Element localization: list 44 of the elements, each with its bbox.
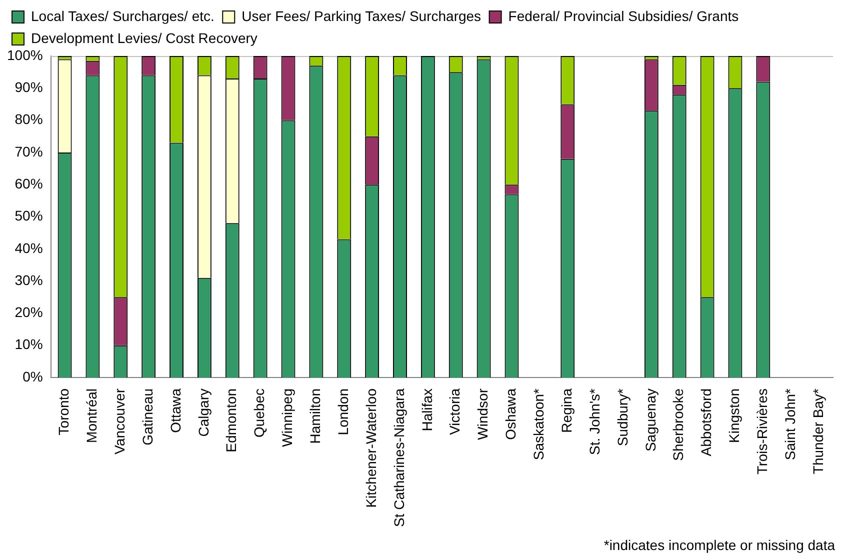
- x-tick-label: Calgary: [195, 388, 212, 437]
- y-tick-label: 0%: [22, 368, 43, 384]
- x-tick-label: Regina: [558, 388, 574, 433]
- x-tick-label: Abbotsford: [698, 388, 714, 456]
- x-tick-label: Hamilton: [307, 388, 324, 444]
- x-tick-label: Winnipeg: [279, 388, 296, 447]
- x-tick-label: Kitchener-Waterloo: [362, 388, 379, 508]
- x-tick-label: Oshawa: [502, 388, 519, 440]
- x-tick-label: Saskatoon*: [530, 388, 547, 460]
- y-tick-label: 30%: [14, 272, 43, 288]
- x-tick-label: Windsor: [474, 388, 491, 440]
- legend-label: Local Taxes/ Surcharges/ etc.: [31, 8, 214, 24]
- x-tick-label: Quebec: [251, 388, 268, 438]
- x-tick-label: Ottawa: [167, 388, 184, 433]
- text: *indicates incomplete or missing data: [604, 537, 835, 553]
- x-tick-label: St Catharines-Niagara: [390, 388, 407, 528]
- y-tick-label: 20%: [14, 304, 43, 320]
- y-tick-label: 80%: [14, 111, 43, 128]
- x-tick-label: Sherbrooke: [670, 388, 686, 461]
- y-tick-label: 10%: [14, 336, 43, 352]
- y-tick-label: 60%: [14, 175, 43, 192]
- x-tick-label: Gatineau: [139, 388, 156, 446]
- legend-label: Development Levies/ Cost Recovery: [31, 30, 258, 46]
- x-tick-label: Montréal: [84, 388, 100, 443]
- x-tick-label: Thunder Bay*: [810, 388, 826, 474]
- x-tick-label: St. John's*: [586, 388, 602, 455]
- y-tick-label: 70%: [14, 143, 43, 160]
- x-tick-label: Toronto: [56, 388, 72, 436]
- legend-label: Federal/ Provincial Subsidies/ Grants: [508, 8, 739, 24]
- x-tick-label: Halifax: [418, 388, 435, 432]
- x-tick-label: Vancouver: [112, 388, 128, 454]
- x-tick-label: Victoria: [446, 388, 463, 435]
- x-tick-label: Sudbury*: [614, 388, 630, 446]
- y-tick-label: 40%: [14, 240, 43, 256]
- y-tick-label: 100%: [6, 46, 43, 63]
- x-tick-label: Kingston: [726, 388, 742, 443]
- y-tick-label: 50%: [14, 208, 43, 224]
- x-tick-label: Trois-Rivières: [754, 388, 770, 474]
- x-tick-label: Saguenay: [642, 388, 658, 452]
- legend-label: User Fees/ Parking Taxes/ Surcharges: [242, 8, 482, 24]
- x-tick-label: Edmonton: [223, 388, 240, 452]
- y-tick-label: 90%: [14, 79, 43, 96]
- x-tick-label: Saint John*: [782, 388, 798, 460]
- x-tick-label: London: [334, 388, 351, 436]
